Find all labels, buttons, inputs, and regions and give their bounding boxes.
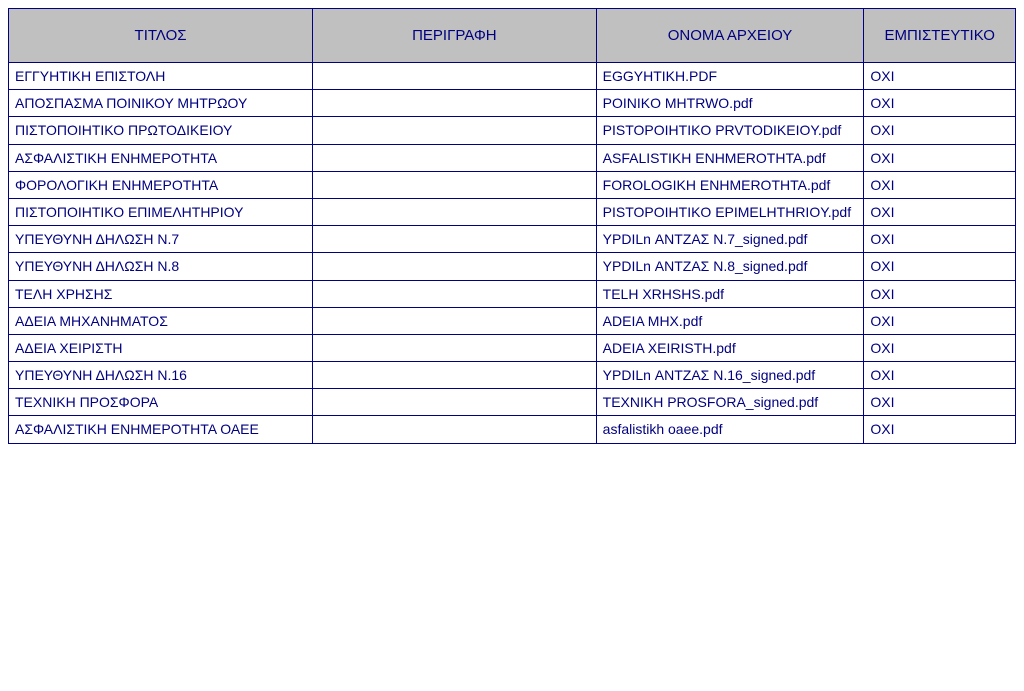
cell-description (313, 226, 597, 253)
cell-filename: PISTOPOIHTIKO PRVTODIKEIOY.pdf (596, 117, 864, 144)
cell-filename: EGGYHTIKH.PDF (596, 63, 864, 90)
table-header: ΤΙΤΛΟΣ ΠΕΡΙΓΡΑΦΗ ΟΝΟΜΑ ΑΡΧΕΙΟΥ ΕΜΠΙΣΤΕΥΤ… (9, 9, 1016, 63)
table-row: ΑΣΦΑΛΙΣΤΙΚΗ ΕΝΗΜΕΡΟΤΗΤΑ ΟΑΕΕ asfalistikh … (9, 416, 1016, 443)
cell-filename: YPDILn ΑΝΤΖΑΣ N.7_signed.pdf (596, 226, 864, 253)
cell-description (313, 389, 597, 416)
cell-confidential: ΟΧΙ (864, 389, 1016, 416)
cell-title: ΑΣΦΑΛΙΣΤΙΚΗ ΕΝΗΜΕΡΟΤΗΤΑ ΟΑΕΕ (9, 416, 313, 443)
cell-title: ΑΔΕΙΑ ΜΗΧΑΝΗΜΑΤΟΣ (9, 307, 313, 334)
table-row: ΠΙΣΤΟΠΟΙΗΤΙΚΟ ΠΡΩΤΟΔΙΚΕΙΟΥ PISTOPOIHTIKO … (9, 117, 1016, 144)
cell-confidential: ΟΧΙ (864, 334, 1016, 361)
cell-title: ΑΣΦΑΛΙΣΤΙΚΗ ΕΝΗΜΕΡΟΤΗΤΑ (9, 144, 313, 171)
cell-description (313, 334, 597, 361)
cell-title: ΦΟΡΟΛΟΓΙΚΗ ΕΝΗΜΕΡΟΤΗΤΑ (9, 171, 313, 198)
cell-filename: ASFALISTIKH ENHMEROTHTA.pdf (596, 144, 864, 171)
table-row: ΠΙΣΤΟΠΟΙΗΤΙΚΟ ΕΠΙΜΕΛΗΤΗΡΙΟΥ PISTOPOIHTIKO… (9, 198, 1016, 225)
cell-confidential: ΟΧΙ (864, 280, 1016, 307)
table-row: ΑΣΦΑΛΙΣΤΙΚΗ ΕΝΗΜΕΡΟΤΗΤΑ ASFALISTIKH ENHME… (9, 144, 1016, 171)
table-row: ΑΔΕΙΑ ΧΕΙΡΙΣΤΗ ADEIA XEIRISTH.pdfΟΧΙ (9, 334, 1016, 361)
cell-filename: ADEIA XEIRISTH.pdf (596, 334, 864, 361)
cell-description (313, 117, 597, 144)
cell-description (313, 144, 597, 171)
cell-filename: YPDILn ΑΝΤΖΑΣ N.8_signed.pdf (596, 253, 864, 280)
cell-confidential: ΟΧΙ (864, 117, 1016, 144)
cell-confidential: ΟΧΙ (864, 416, 1016, 443)
header-confidential: ΕΜΠΙΣΤΕΥΤΙΚΟ (864, 9, 1016, 63)
table-row: ΑΠΟΣΠΑΣΜΑ ΠΟΙΝΙΚΟΥ ΜΗΤΡΩΟΥ POINIKO MHTRWO… (9, 90, 1016, 117)
cell-description (313, 171, 597, 198)
cell-confidential: ΟΧΙ (864, 226, 1016, 253)
cell-title: ΕΓΓΥΗΤΙΚΗ ΕΠΙΣΤΟΛΗ (9, 63, 313, 90)
table-row: ΤΕΧΝΙΚΗ ΠΡΟΣΦΟΡΑ TEXNIKH PROSFORA_signed.… (9, 389, 1016, 416)
header-title: ΤΙΤΛΟΣ (9, 9, 313, 63)
cell-confidential: ΟΧΙ (864, 171, 1016, 198)
cell-confidential: ΟΧΙ (864, 144, 1016, 171)
documents-table: ΤΙΤΛΟΣ ΠΕΡΙΓΡΑΦΗ ΟΝΟΜΑ ΑΡΧΕΙΟΥ ΕΜΠΙΣΤΕΥΤ… (8, 8, 1016, 444)
cell-title: ΠΙΣΤΟΠΟΙΗΤΙΚΟ ΕΠΙΜΕΛΗΤΗΡΙΟΥ (9, 198, 313, 225)
table-row: ΥΠΕΥΘΥΝΗ ΔΗΛΩΣΗ Ν.8 YPDILn ΑΝΤΖΑΣ N.8_sig… (9, 253, 1016, 280)
table-body: ΕΓΓΥΗΤΙΚΗ ΕΠΙΣΤΟΛΗEGGYHTIKH.PDFΟΧΙΑΠΟΣΠΑ… (9, 63, 1016, 444)
header-row: ΤΙΤΛΟΣ ΠΕΡΙΓΡΑΦΗ ΟΝΟΜΑ ΑΡΧΕΙΟΥ ΕΜΠΙΣΤΕΥΤ… (9, 9, 1016, 63)
cell-filename: TEXNIKH PROSFORA_signed.pdf (596, 389, 864, 416)
table-row: ΤΕΛΗ ΧΡΗΣΗΣ TELH XRHSHS.pdfΟΧΙ (9, 280, 1016, 307)
cell-title: ΥΠΕΥΘΥΝΗ ΔΗΛΩΣΗ Ν.8 (9, 253, 313, 280)
cell-title: ΑΔΕΙΑ ΧΕΙΡΙΣΤΗ (9, 334, 313, 361)
cell-filename: ADEIA MHX.pdf (596, 307, 864, 334)
table-row: ΦΟΡΟΛΟΓΙΚΗ ΕΝΗΜΕΡΟΤΗΤΑ FOROLOGIKH ENHMERO… (9, 171, 1016, 198)
cell-confidential: ΟΧΙ (864, 198, 1016, 225)
cell-filename: POINIKO MHTRWO.pdf (596, 90, 864, 117)
cell-description (313, 416, 597, 443)
header-filename: ΟΝΟΜΑ ΑΡΧΕΙΟΥ (596, 9, 864, 63)
table-row: ΕΓΓΥΗΤΙΚΗ ΕΠΙΣΤΟΛΗ EGGYHTIKH.PDFΟΧΙ (9, 63, 1016, 90)
cell-confidential: ΟΧΙ (864, 63, 1016, 90)
cell-filename: YPDILn ΑΝΤΖΑΣ N.16_signed.pdf (596, 362, 864, 389)
table-row: ΥΠΕΥΘΥΝΗ ΔΗΛΩΣΗ Ν.16 YPDILn ΑΝΤΖΑΣ N.16_s… (9, 362, 1016, 389)
cell-filename: FOROLOGIKH ENHMEROTHTA.pdf (596, 171, 864, 198)
cell-description (313, 280, 597, 307)
cell-title: ΥΠΕΥΘΥΝΗ ΔΗΛΩΣΗ Ν.16 (9, 362, 313, 389)
cell-confidential: ΟΧΙ (864, 307, 1016, 334)
cell-title: ΠΙΣΤΟΠΟΙΗΤΙΚΟ ΠΡΩΤΟΔΙΚΕΙΟΥ (9, 117, 313, 144)
header-description: ΠΕΡΙΓΡΑΦΗ (313, 9, 597, 63)
cell-title: ΑΠΟΣΠΑΣΜΑ ΠΟΙΝΙΚΟΥ ΜΗΤΡΩΟΥ (9, 90, 313, 117)
cell-filename: TELH XRHSHS.pdf (596, 280, 864, 307)
cell-filename: asfalistikh oaee.pdf (596, 416, 864, 443)
cell-description (313, 362, 597, 389)
table-row: ΥΠΕΥΘΥΝΗ ΔΗΛΩΣΗ Ν.7 YPDILn ΑΝΤΖΑΣ N.7_sig… (9, 226, 1016, 253)
cell-confidential: ΟΧΙ (864, 362, 1016, 389)
cell-description (313, 198, 597, 225)
cell-description (313, 307, 597, 334)
cell-description (313, 90, 597, 117)
cell-filename: PISTOPOIHTIKO EPIMELHTHRIOY.pdf (596, 198, 864, 225)
cell-description (313, 253, 597, 280)
cell-confidential: ΟΧΙ (864, 253, 1016, 280)
table-row: ΑΔΕΙΑ ΜΗΧΑΝΗΜΑΤΟΣ ADEIA MHX.pdfΟΧΙ (9, 307, 1016, 334)
cell-title: ΤΕΧΝΙΚΗ ΠΡΟΣΦΟΡΑ (9, 389, 313, 416)
cell-description (313, 63, 597, 90)
cell-title: ΤΕΛΗ ΧΡΗΣΗΣ (9, 280, 313, 307)
cell-confidential: ΟΧΙ (864, 90, 1016, 117)
cell-title: ΥΠΕΥΘΥΝΗ ΔΗΛΩΣΗ Ν.7 (9, 226, 313, 253)
